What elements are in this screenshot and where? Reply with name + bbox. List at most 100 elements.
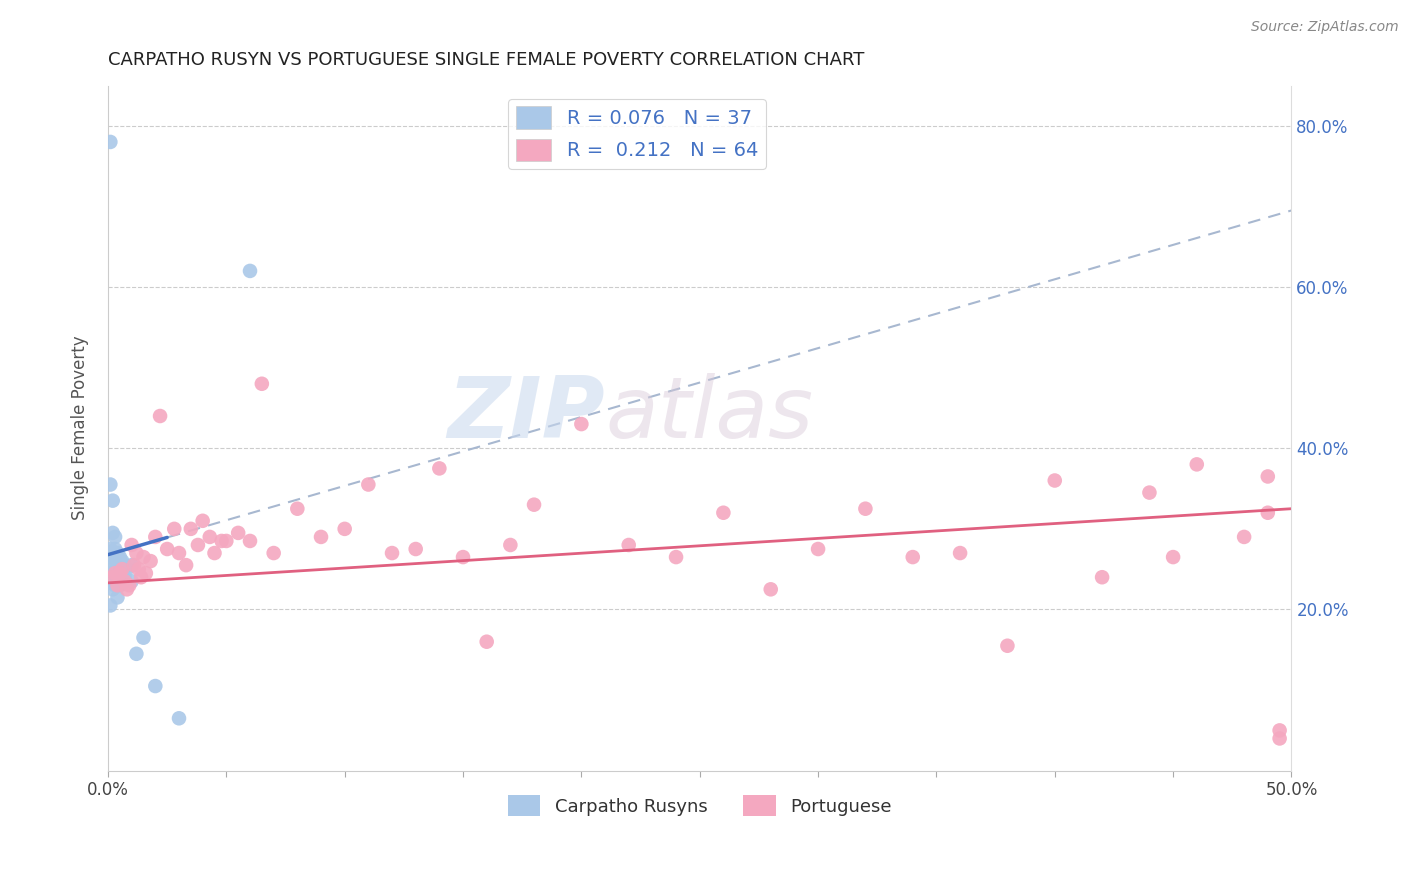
Point (333, 522, 356, 536)
Point (128, 562, 150, 576)
Point (1139, 485, 1161, 500)
Point (104, 566, 127, 581)
Point (108, 566, 131, 581)
Point (285, 501, 308, 516)
Point (98, 541, 121, 556)
Point (215, 533, 238, 548)
Point (143, 679, 166, 693)
Point (901, 550, 924, 565)
Point (98, 566, 121, 581)
Point (108, 578, 131, 592)
Point (114, 570, 136, 584)
Point (115, 582, 138, 597)
Point (101, 570, 124, 584)
Point (135, 566, 157, 581)
Point (111, 562, 134, 576)
Point (114, 574, 136, 589)
Point (98, 135, 121, 149)
Point (122, 558, 145, 573)
Point (101, 558, 124, 573)
Point (239, 264, 262, 278)
Point (1268, 723, 1291, 738)
Point (1233, 530, 1256, 544)
Point (807, 541, 830, 556)
Point (111, 574, 134, 589)
Text: ZIP: ZIP (447, 373, 605, 456)
Point (143, 530, 166, 544)
Point (381, 546, 404, 560)
Point (187, 538, 209, 552)
Point (107, 570, 129, 584)
Point (309, 530, 332, 544)
Point (101, 493, 124, 508)
Point (115, 562, 138, 576)
Point (108, 558, 131, 573)
Point (949, 546, 972, 560)
Point (163, 522, 186, 536)
Point (118, 578, 141, 592)
Text: atlas: atlas (605, 373, 813, 456)
Point (499, 538, 522, 552)
Point (1185, 458, 1208, 472)
Point (107, 591, 129, 605)
Point (132, 550, 155, 565)
Point (167, 711, 190, 725)
Point (108, 566, 131, 581)
Point (759, 582, 782, 597)
Point (997, 639, 1019, 653)
Point (104, 530, 127, 544)
Point (167, 546, 190, 560)
Point (1161, 550, 1184, 565)
Point (98, 477, 121, 491)
Point (111, 562, 134, 576)
Point (1257, 506, 1279, 520)
Point (198, 530, 221, 544)
Point (451, 550, 474, 565)
Point (204, 546, 226, 560)
Point (427, 461, 450, 475)
Point (211, 533, 233, 548)
Point (855, 501, 877, 516)
Point (139, 554, 162, 568)
Point (98, 599, 121, 613)
Point (191, 514, 214, 528)
Text: Source: ZipAtlas.com: Source: ZipAtlas.com (1251, 20, 1399, 34)
Point (101, 525, 124, 540)
Point (125, 647, 148, 661)
Point (239, 533, 262, 548)
Point (121, 538, 143, 552)
Point (107, 546, 129, 560)
Point (174, 558, 197, 573)
Y-axis label: Single Female Poverty: Single Female Poverty (72, 335, 89, 520)
Point (180, 522, 202, 536)
Point (263, 546, 285, 560)
Point (149, 409, 172, 423)
Point (108, 550, 131, 565)
Point (107, 550, 129, 565)
Point (569, 417, 592, 431)
Point (250, 376, 273, 391)
Point (1043, 474, 1066, 488)
Point (104, 541, 127, 556)
Point (101, 546, 124, 560)
Point (107, 558, 129, 573)
Legend: Carpatho Rusyns, Portuguese: Carpatho Rusyns, Portuguese (501, 788, 898, 823)
Point (156, 541, 179, 556)
Point (617, 538, 640, 552)
Point (104, 554, 127, 568)
Point (1091, 570, 1114, 584)
Text: CARPATHO RUSYN VS PORTUGUESE SINGLE FEMALE POVERTY CORRELATION CHART: CARPATHO RUSYN VS PORTUGUESE SINGLE FEMA… (108, 51, 865, 69)
Point (713, 506, 735, 520)
Point (523, 498, 546, 512)
Point (121, 574, 143, 589)
Point (665, 550, 688, 565)
Point (114, 558, 136, 573)
Point (357, 477, 380, 491)
Point (1268, 731, 1291, 746)
Point (132, 631, 155, 645)
Point (1257, 469, 1279, 483)
Point (121, 558, 143, 573)
Point (129, 570, 152, 584)
Point (107, 578, 129, 592)
Point (226, 525, 249, 540)
